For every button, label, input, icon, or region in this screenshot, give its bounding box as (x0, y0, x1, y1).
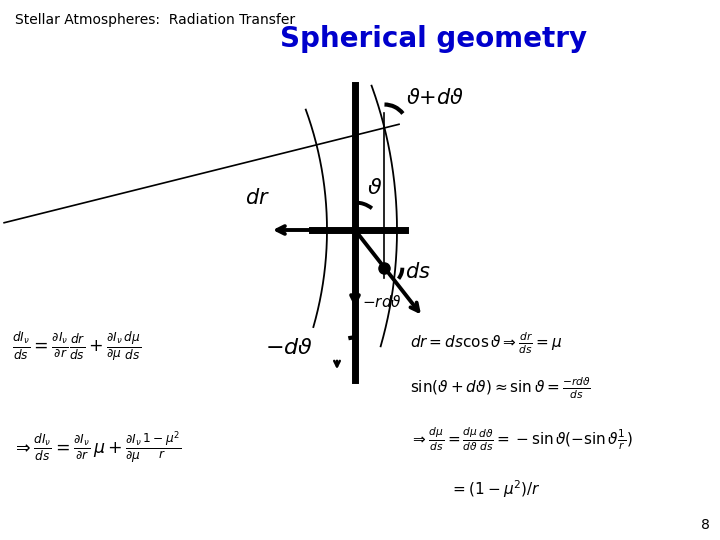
Text: $= (1-\mu^2)/r$: $= (1-\mu^2)/r$ (450, 478, 541, 500)
Text: $dr$: $dr$ (245, 188, 270, 208)
Text: $\sin(\vartheta + d\vartheta) \approx \sin\vartheta = \frac{-rd\vartheta}{ds}$: $\sin(\vartheta + d\vartheta) \approx \s… (410, 375, 591, 401)
Text: $dr = ds\cos\vartheta \Rightarrow \frac{dr}{ds} = \mu$: $dr = ds\cos\vartheta \Rightarrow \frac{… (410, 330, 562, 355)
Text: $\frac{dI_{\nu}}{ds} = \frac{\partial I_{\nu}}{\partial r}\frac{dr}{ds} + \frac{: $\frac{dI_{\nu}}{ds} = \frac{\partial I_… (12, 330, 141, 364)
Text: 8: 8 (701, 518, 710, 532)
Text: $\vartheta$: $\vartheta$ (367, 178, 382, 198)
Text: $-rd\vartheta$: $-rd\vartheta$ (362, 294, 402, 310)
Text: $ds$: $ds$ (405, 262, 431, 282)
Text: $-d\vartheta$: $-d\vartheta$ (265, 338, 313, 358)
Text: $\vartheta{+}d\vartheta$: $\vartheta{+}d\vartheta$ (407, 88, 464, 108)
Text: $\Rightarrow\frac{dI_{\nu}}{ds} = \frac{\partial I_{\nu}}{\partial r}\,\mu + \fr: $\Rightarrow\frac{dI_{\nu}}{ds} = \frac{… (12, 430, 181, 467)
Text: $\Rightarrow \frac{d\mu}{ds} = \frac{d\mu}{d\vartheta}\frac{d\vartheta}{ds} = -\: $\Rightarrow \frac{d\mu}{ds} = \frac{d\m… (410, 425, 633, 453)
Text: Stellar Atmospheres:  Radiation Transfer: Stellar Atmospheres: Radiation Transfer (15, 13, 295, 27)
Text: Spherical geometry: Spherical geometry (280, 25, 587, 53)
